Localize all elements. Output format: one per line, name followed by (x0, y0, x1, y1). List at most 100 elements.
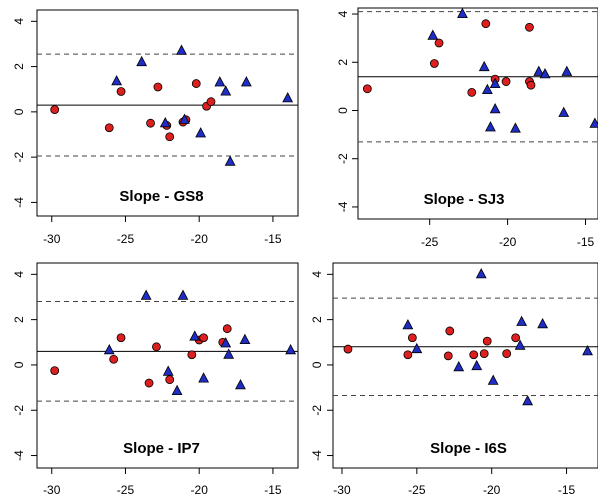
y-tick-label: -2 (12, 151, 26, 162)
data-point-triangle (589, 117, 598, 128)
data-point-circle (187, 350, 197, 360)
y-tick-label: 0 (12, 108, 26, 115)
data-point-circle (50, 105, 60, 115)
data-point-triangle (475, 268, 487, 279)
data-point-triangle (162, 365, 174, 376)
x-tick-label: -30 (333, 483, 351, 497)
y-tick-label: 4 (12, 271, 26, 278)
data-point-triangle (177, 289, 189, 300)
data-point-triangle (481, 83, 493, 94)
data-point-circle (481, 19, 491, 29)
y-tick-label: -2 (336, 153, 350, 164)
data-point-circle (50, 366, 60, 375)
data-point-circle (199, 333, 209, 343)
panel-title: Slope - IP7 (123, 440, 200, 457)
y-tick-label: 2 (12, 63, 26, 70)
y-tick-label: 4 (336, 10, 350, 17)
data-point-circle (191, 79, 201, 88)
data-point-triangle (176, 44, 187, 55)
data-point-triangle (489, 103, 501, 114)
data-point-circle (501, 77, 511, 86)
data-point-triangle (489, 77, 501, 88)
y-tick-label: 2 (336, 59, 350, 66)
data-point-triangle (103, 343, 115, 355)
data-point-triangle (487, 374, 499, 385)
plot-frame (36, 9, 299, 217)
y-tick-label: 2 (12, 316, 26, 323)
y-tick-label: 0 (310, 361, 324, 368)
data-point-triangle (514, 339, 526, 350)
data-point-triangle (171, 384, 183, 396)
data-point-triangle (195, 127, 207, 138)
data-point-triangle (224, 155, 236, 166)
y-tick-label: 0 (12, 361, 26, 368)
data-point-triangle (140, 289, 152, 300)
x-tick-label: -25 (408, 483, 426, 497)
plot-frame (332, 262, 598, 469)
plot-frame (357, 7, 598, 220)
data-point-triangle (485, 121, 496, 132)
x-tick-label: -15 (577, 235, 595, 249)
y-tick-label: 4 (310, 271, 324, 278)
data-point-triangle (220, 337, 232, 348)
data-point-triangle (510, 122, 521, 133)
data-point-triangle (457, 7, 468, 19)
data-point-circle (116, 333, 126, 343)
data-point-circle (343, 344, 353, 354)
x-tick-label: -20 (483, 483, 501, 497)
data-point-triangle (214, 76, 226, 87)
x-tick-label: -15 (264, 483, 282, 497)
y-tick-label: -2 (12, 405, 26, 416)
data-point-circle (467, 88, 477, 97)
data-point-circle (525, 22, 534, 32)
data-point-triangle (537, 317, 549, 329)
data-point-triangle (539, 68, 551, 79)
panel-title: Slope - GS8 (119, 188, 203, 205)
data-point-triangle (223, 348, 235, 359)
data-point-triangle (220, 85, 232, 96)
y-tick-label: -4 (12, 450, 26, 461)
y-tick-label: -4 (12, 197, 26, 208)
data-point-triangle (189, 330, 201, 341)
x-tick-label: -25 (117, 232, 135, 246)
y-tick-label: 2 (310, 316, 324, 323)
data-point-circle (146, 118, 155, 128)
data-point-triangle (198, 372, 210, 383)
x-tick-label: -20 (191, 232, 209, 246)
data-point-triangle (239, 333, 251, 345)
data-point-triangle (558, 106, 570, 117)
data-point-triangle (282, 92, 294, 103)
data-point-triangle (402, 319, 414, 330)
y-tick-label: -4 (310, 450, 324, 461)
data-point-triangle (478, 60, 490, 72)
data-point-circle (443, 351, 453, 361)
data-point-triangle (522, 394, 534, 406)
x-tick-label: -15 (264, 232, 282, 246)
data-point-circle (434, 38, 444, 48)
data-point-triangle (240, 76, 252, 87)
data-point-circle (469, 350, 479, 360)
data-point-triangle (285, 343, 297, 355)
data-point-circle (362, 84, 372, 94)
y-tick-label: -2 (310, 405, 324, 416)
data-point-triangle (111, 75, 123, 86)
data-point-circle (407, 333, 417, 343)
y-tick-label: 0 (336, 107, 350, 114)
data-point-circle (104, 123, 114, 133)
data-point-circle (152, 342, 161, 352)
data-point-circle (526, 80, 536, 90)
data-point-triangle (427, 29, 439, 40)
data-point-circle (479, 349, 489, 359)
data-point-triangle (411, 342, 423, 354)
data-point-triangle (471, 359, 483, 371)
x-tick-label: -25 (421, 235, 439, 249)
panel-title: Slope - SJ3 (424, 191, 505, 208)
x-tick-label: -20 (191, 483, 209, 497)
data-point-circle (165, 375, 175, 385)
data-point-circle (116, 87, 126, 96)
data-point-triangle (533, 65, 545, 76)
